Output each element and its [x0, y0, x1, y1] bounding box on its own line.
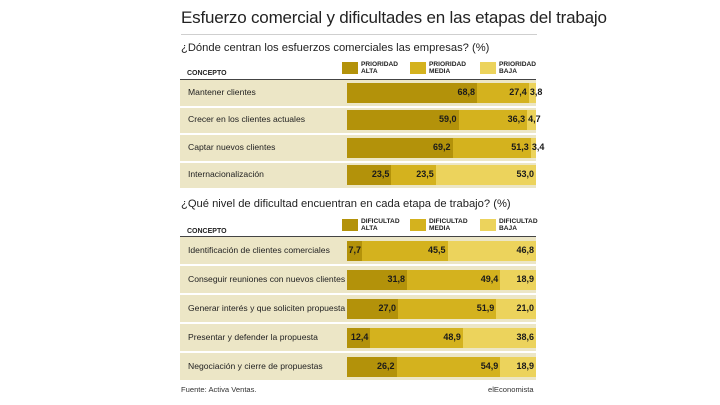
header-rule [180, 236, 536, 237]
category-label: Captar nuevos clientes [188, 141, 276, 152]
data-label: 45,5 [428, 244, 446, 255]
chart-subtitle: ¿Dónde centran los esfuerzos comerciales… [181, 42, 490, 54]
bar-segment [477, 82, 529, 103]
bar-segment [347, 269, 408, 290]
bar-segment [496, 298, 536, 319]
data-label: 48,9 [443, 331, 461, 342]
category-label: Generar interés y que soliciten propuest… [188, 302, 346, 313]
data-label: 68,8 [457, 86, 476, 97]
bar-segment [347, 356, 397, 377]
legend-label-line: DIFICULTAD [499, 218, 538, 225]
legend-label-line: MEDIA [429, 225, 451, 233]
data-label: 3,4 [531, 141, 545, 152]
data-label: 27,4 [509, 86, 527, 97]
title-divider [181, 34, 537, 35]
data-label: 3,8 [529, 86, 543, 97]
category-label: Mantener clientes [188, 86, 256, 97]
bar-segment [407, 269, 501, 290]
column-header: CONCEPTO [187, 70, 227, 77]
data-label: 23,5 [416, 169, 434, 180]
data-label: 31,8 [387, 273, 406, 284]
bar-segment [347, 165, 392, 186]
data-label: 26,2 [376, 360, 395, 371]
data-label: 7,7 [348, 244, 361, 255]
chart-subtitle: ¿Qué nivel de dificultad encuentran en c… [181, 198, 511, 210]
bar-segment [396, 356, 501, 377]
legend-label-line: ALTA [361, 68, 378, 76]
data-label: 51,3 [511, 141, 529, 152]
legend-label-line: DIFICULTAD [429, 218, 468, 225]
legend-label-line: DIFICULTAD [361, 218, 400, 225]
data-label: 27,0 [378, 302, 397, 313]
bar-segment [527, 110, 536, 131]
bar-segment [500, 356, 536, 377]
bar-segment [500, 269, 536, 290]
column-header: CONCEPTO [187, 228, 227, 235]
source-note: Fuente: Activa Ventas. [181, 385, 257, 394]
bar-segment [347, 298, 399, 319]
bar-segment [361, 240, 448, 261]
legend-label: PRIORIDAD MEDIA [429, 61, 466, 76]
category-label: Internacionalización [188, 169, 264, 180]
legend-swatch [342, 62, 358, 74]
data-label: 12,4 [350, 331, 369, 342]
category-label: Crecer en los clientes actuales [188, 114, 306, 125]
header-rule [180, 79, 536, 80]
bar-segment [528, 82, 536, 103]
brand-label: elEconomista [488, 385, 534, 394]
legend-label-line: PRIORIDAD [361, 61, 398, 68]
legend-label-line: PRIORIDAD [429, 61, 466, 68]
bar-segment [370, 327, 463, 348]
legend-swatch [480, 62, 496, 74]
legend-label: DIFICULTAD MEDIA [429, 218, 468, 233]
bar-segment [435, 165, 536, 186]
bar-segment [398, 298, 497, 319]
bar-segment [347, 327, 371, 348]
legend-label: DIFICULTAD ALTA [361, 218, 400, 233]
legend-swatch [410, 62, 426, 74]
bar-segment [391, 165, 436, 186]
legend-label: PRIORIDAD BAJA [499, 61, 536, 76]
bar-segment [452, 137, 531, 158]
legend-label-line: BAJA [499, 68, 517, 76]
legend-swatch [410, 219, 426, 231]
legend-label-line: BAJA [499, 225, 517, 233]
data-label: 51,9 [476, 302, 495, 313]
legend-swatch [342, 219, 358, 231]
legend-label: DIFICULTAD BAJA [499, 218, 538, 233]
data-label: 4,7 [528, 114, 541, 125]
legend-label: PRIORIDAD ALTA [361, 61, 398, 76]
data-label: 18,9 [516, 273, 534, 284]
legend-label-line: PRIORIDAD [499, 61, 536, 68]
data-label: 46,8 [516, 244, 534, 255]
bar-segment [458, 110, 528, 131]
legend-swatch [480, 219, 496, 231]
bar-segment [462, 327, 536, 348]
data-label: 53,0 [516, 169, 534, 180]
legend-label-line: ALTA [361, 225, 378, 233]
bar-segment [347, 110, 459, 131]
data-label: 54,9 [480, 360, 499, 371]
bar-segment [447, 240, 536, 261]
data-label: 69,2 [433, 141, 451, 152]
chart-title: Esfuerzo comercial y dificultades en las… [181, 8, 607, 27]
bar-segment [347, 137, 453, 158]
category-label: Negociación y cierre de propuestas [188, 360, 323, 371]
data-label: 23,5 [371, 169, 390, 180]
legend-label-line: MEDIA [429, 68, 451, 76]
data-label: 59,0 [438, 114, 457, 125]
data-label: 49,4 [480, 273, 499, 284]
data-label: 38,6 [516, 331, 534, 342]
category-label: Presentar y defender la propuesta [188, 331, 318, 342]
bar-segment [347, 82, 478, 103]
bar-segment [347, 240, 362, 261]
data-label: 18,9 [516, 360, 534, 371]
category-label: Conseguir reuniones con nuevos clientes [188, 273, 346, 284]
data-label: 21,0 [516, 302, 534, 313]
bar-segment [530, 137, 536, 158]
data-label: 36,3 [507, 114, 526, 125]
category-label: Identificación de clientes comerciales [188, 244, 330, 255]
